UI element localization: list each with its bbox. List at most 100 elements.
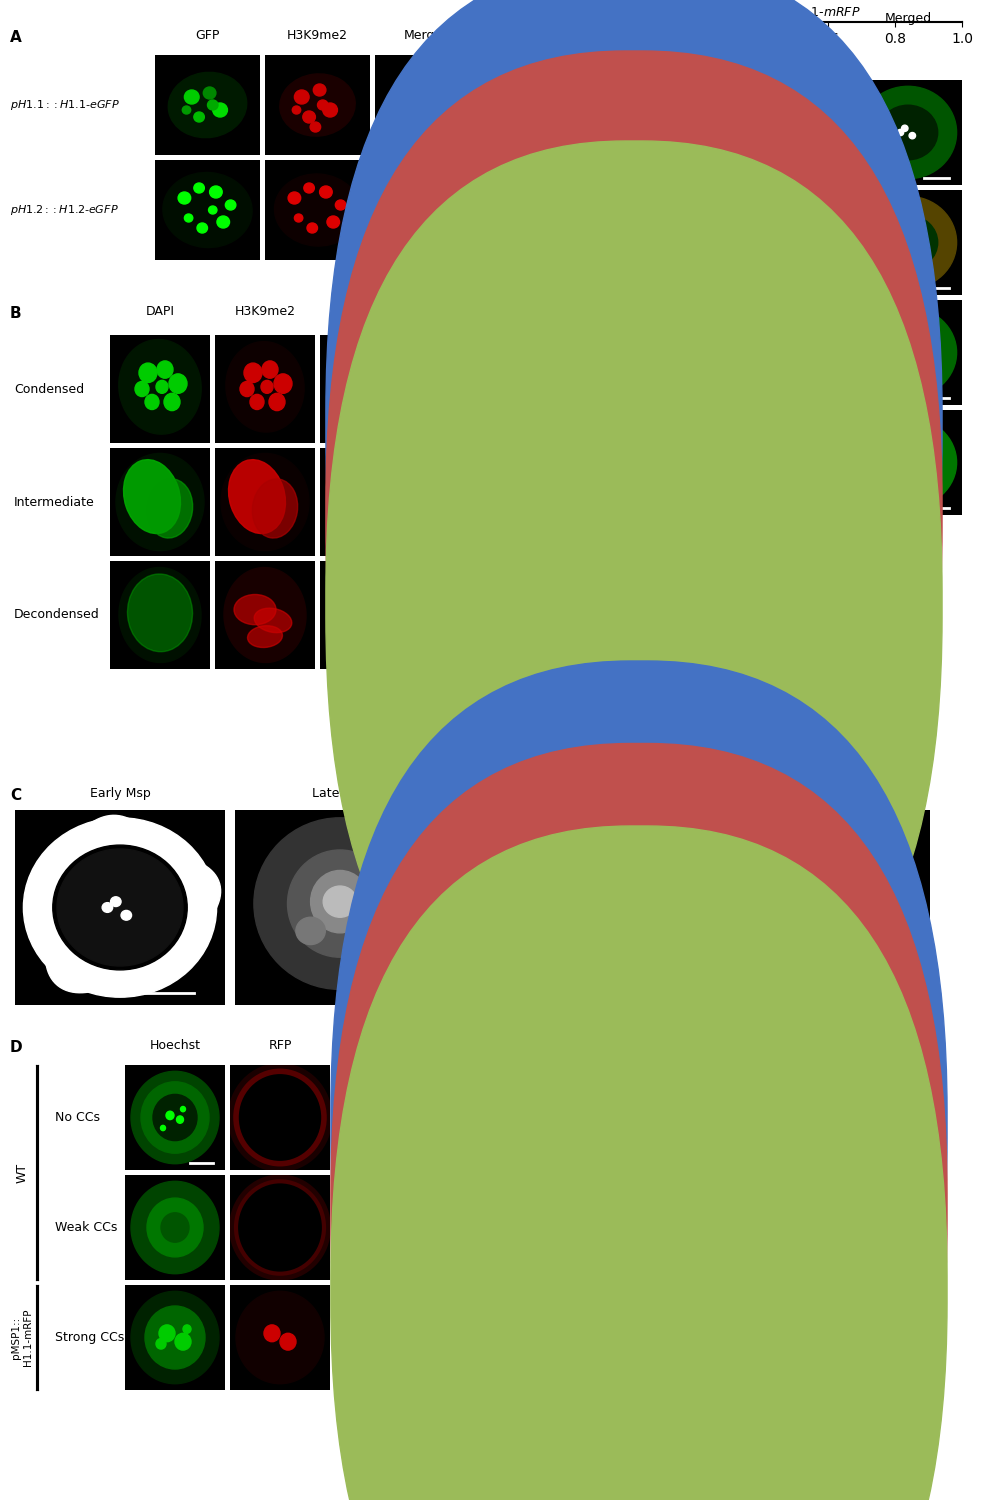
Circle shape [304,183,314,194]
Text: Decondensed: Decondensed [647,596,723,604]
Ellipse shape [733,815,917,993]
Circle shape [262,362,278,378]
Text: TCP: TCP [814,788,836,800]
Ellipse shape [254,818,426,990]
Bar [452,380,502,456]
Bar [452,364,502,380]
Circle shape [102,903,113,912]
Circle shape [663,255,669,261]
Text: GFP: GFP [195,28,219,42]
Ellipse shape [168,72,246,138]
Circle shape [175,1334,191,1350]
Circle shape [366,381,378,393]
Circle shape [901,124,908,132]
Circle shape [161,1125,166,1131]
Ellipse shape [252,478,298,538]
Circle shape [157,362,173,378]
Text: H3K9me2: H3K9me2 [287,28,348,42]
Circle shape [164,393,180,411]
Circle shape [183,1324,191,1334]
Circle shape [660,338,689,364]
Ellipse shape [124,459,180,534]
Circle shape [131,1071,219,1164]
Circle shape [357,1198,413,1257]
Bar [462,1130,512,1304]
Ellipse shape [236,1071,324,1164]
Circle shape [341,1292,429,1383]
Circle shape [310,122,321,132]
Ellipse shape [666,225,698,255]
Circle shape [884,248,899,262]
Text: Merged: Merged [362,1040,409,1052]
Circle shape [446,200,456,210]
Ellipse shape [226,342,304,432]
Ellipse shape [878,105,938,160]
Text: Merged: Merged [346,304,394,318]
Circle shape [280,1334,296,1350]
Text: C: C [10,788,21,802]
Text: WT: WT [16,1162,29,1182]
Text: $pH1.1::H1.1$-$eGFP$: $pH1.1::H1.1$-$eGFP$ [10,98,120,112]
Circle shape [264,1324,280,1341]
Circle shape [274,374,292,393]
Circle shape [203,87,216,99]
Ellipse shape [747,308,843,398]
Ellipse shape [878,214,938,270]
Circle shape [369,1324,385,1341]
Text: A: A [10,30,22,45]
Ellipse shape [536,836,673,972]
Circle shape [159,1324,175,1341]
Ellipse shape [339,594,381,624]
Ellipse shape [766,214,825,270]
Ellipse shape [747,196,843,288]
Ellipse shape [652,105,712,160]
Circle shape [225,200,236,210]
Ellipse shape [274,174,361,246]
Circle shape [848,890,877,916]
Bar [543,592,593,650]
Circle shape [307,224,317,232]
Polygon shape [29,816,220,993]
Circle shape [909,132,915,140]
Circle shape [156,1338,166,1348]
Circle shape [169,374,187,393]
Circle shape [897,129,903,135]
Circle shape [773,884,843,951]
Text: Intermediate: Intermediate [647,506,719,515]
Ellipse shape [221,453,309,550]
Ellipse shape [334,459,391,534]
Text: Early Msp: Early Msp [90,788,151,800]
Ellipse shape [311,870,370,933]
Circle shape [676,124,682,132]
Circle shape [379,374,397,393]
Text: RFP: RFP [268,1040,292,1052]
Text: n > 100: n > 100 [625,573,675,586]
Circle shape [433,104,448,117]
Text: Hoechst: Hoechst [150,1040,200,1052]
Circle shape [320,186,332,198]
Text: Late Msp: Late Msp [312,788,368,800]
Ellipse shape [650,432,715,489]
Circle shape [620,888,641,908]
Circle shape [695,252,702,258]
Ellipse shape [224,567,306,663]
Circle shape [376,1112,384,1119]
Circle shape [367,362,383,378]
Text: Condensed: Condensed [647,416,710,424]
Circle shape [686,453,706,472]
Circle shape [135,381,149,396]
Circle shape [335,200,346,210]
Text: SN: SN [868,879,886,890]
Ellipse shape [119,567,201,663]
Ellipse shape [512,815,697,993]
Text: BCP: BCP [592,788,617,800]
Text: No CCs: No CCs [652,1280,692,1290]
Ellipse shape [236,1182,324,1274]
Circle shape [788,897,830,936]
Circle shape [193,183,204,194]
Circle shape [131,1182,219,1274]
Circle shape [182,106,190,114]
Text: n > 100: n > 100 [630,1304,680,1317]
Bar [452,456,502,650]
Circle shape [176,1116,183,1124]
